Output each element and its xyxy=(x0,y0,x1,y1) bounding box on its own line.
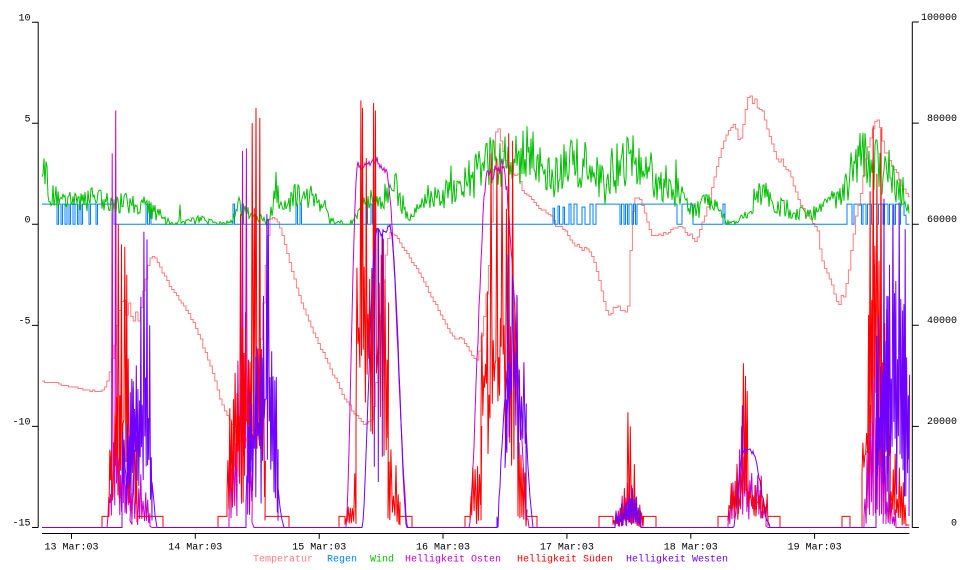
svg-text:20000: 20000 xyxy=(927,417,957,428)
svg-text:-15: -15 xyxy=(12,519,30,530)
svg-text:-5: -5 xyxy=(18,317,30,328)
svg-text:0: 0 xyxy=(951,518,957,529)
svg-text:14 Mar:03: 14 Mar:03 xyxy=(168,543,222,554)
svg-text:80000: 80000 xyxy=(927,114,957,125)
svg-text:17 Mar:03: 17 Mar:03 xyxy=(540,543,594,554)
svg-text:40000: 40000 xyxy=(927,316,957,327)
svg-text:15 Mar:03: 15 Mar:03 xyxy=(292,543,346,554)
svg-text:19 Mar:03: 19 Mar:03 xyxy=(788,543,842,554)
svg-text:16 Mar:03: 16 Mar:03 xyxy=(416,543,470,554)
svg-text:Helligkeit Osten: Helligkeit Osten xyxy=(405,554,501,566)
svg-text:13 Mar:03: 13 Mar:03 xyxy=(44,543,98,554)
svg-text:10: 10 xyxy=(18,13,30,24)
svg-text:-10: -10 xyxy=(12,418,30,429)
svg-text:100000: 100000 xyxy=(921,13,957,24)
svg-text:Helligkeit Süden: Helligkeit Süden xyxy=(517,554,613,566)
svg-text:0: 0 xyxy=(24,216,30,227)
svg-text:Helligkeit Westen: Helligkeit Westen xyxy=(626,554,728,566)
svg-text:Regen: Regen xyxy=(327,555,357,566)
svg-text:5: 5 xyxy=(24,114,30,125)
svg-text:60000: 60000 xyxy=(927,215,957,226)
svg-text:Wind: Wind xyxy=(370,554,394,566)
svg-text:Temperatur: Temperatur xyxy=(253,555,313,566)
svg-text:18 Mar:03: 18 Mar:03 xyxy=(664,543,718,554)
